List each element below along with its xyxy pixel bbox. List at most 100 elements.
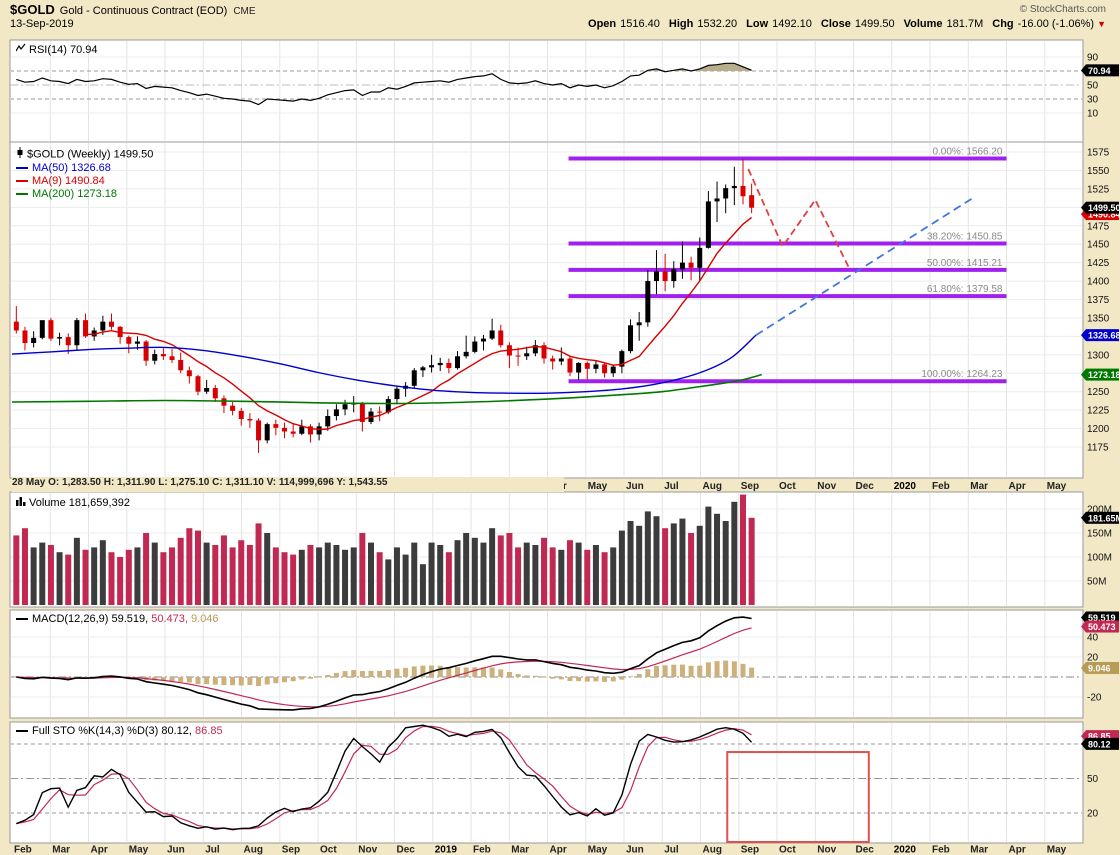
scale-box-label: 1273.18 (1088, 370, 1120, 380)
month-label: Oct (779, 845, 796, 855)
scale-box-notch (1081, 368, 1086, 381)
fib-label: 61.80%: 1379.58 (927, 284, 1003, 295)
chart-date: 13-Sep-2019 (10, 18, 74, 30)
macd-value-2: 50.473, (151, 613, 188, 625)
sto-panel (11, 723, 1082, 842)
low-value: 1492.10 (772, 18, 812, 30)
scale-box (1086, 661, 1119, 674)
macd-line-swatch (16, 618, 28, 621)
volume-label: Volume (903, 18, 943, 30)
open-value: 1516.40 (620, 18, 660, 30)
scale-box-notch (1081, 620, 1086, 633)
price-legend-title-row: $GOLD (Weekly) 1499.50 (16, 147, 153, 162)
month-label: Sep (282, 845, 300, 855)
chg-down-arrow-icon[interactable]: ▼ (1097, 19, 1106, 29)
tick-label: 20 (1087, 653, 1099, 664)
scale-box-label: 80.12 (1088, 739, 1111, 749)
ma9-line-swatch (16, 180, 28, 183)
ma9-legend-row: MA(9) 1490.84 (16, 175, 153, 188)
tick-label: 40 (1087, 633, 1099, 644)
rsi-panel-frame (9, 39, 1084, 143)
macd-value-3: 9.046 (191, 613, 219, 625)
month-label: 2020 (894, 481, 917, 492)
tick-label: 50 (1087, 81, 1099, 92)
tick-label: 100M (1087, 553, 1112, 564)
fib-label: 0.00%: 1566.20 (932, 146, 1002, 157)
rsi-legend-value: 70.94 (69, 43, 98, 56)
month-label: Nov (358, 845, 377, 855)
brand-credit: © StockCharts.com (1019, 4, 1106, 15)
instrument-name: Gold - Continuous Contract (EOD) (59, 5, 228, 17)
month-label: Apr (1009, 481, 1026, 492)
ma50-legend-row: MA(50) 1326.68 (16, 162, 153, 175)
tick-label: 1425 (1087, 258, 1110, 269)
scale-box-label: 181.65M (1088, 513, 1120, 523)
tick-label: -20 (1087, 693, 1102, 704)
month-label: May (1047, 845, 1067, 855)
month-label: Jul (664, 845, 679, 855)
month-label: Mar (970, 845, 988, 855)
tick-label: 1450 (1087, 240, 1110, 251)
month-label: Mar (970, 481, 988, 492)
high-label: High (668, 18, 694, 30)
ma50-value: 1326.68 (71, 162, 111, 174)
macd-panel-frame (9, 609, 1084, 719)
month-label: Oct (320, 845, 337, 855)
volume-legend-label: Volume (29, 496, 66, 509)
scale-box-notch (1081, 737, 1086, 750)
month-label: Jun (626, 481, 644, 492)
close-value: 1499.50 (854, 18, 895, 30)
scale-box-label: 70.94 (1088, 66, 1111, 76)
month-label: 2019 (435, 845, 458, 855)
macd-legend: MACD(12,26,9) 59.519, 50.473, 9.046 (16, 613, 219, 626)
month-label: Feb (14, 845, 32, 855)
sto-legend-label: Full STO %K(14,3) %D(3) (32, 725, 159, 737)
ma200-label: MA(200) (32, 188, 75, 200)
month-label: May (129, 845, 149, 855)
month-label: Feb (932, 845, 950, 855)
header-row-1: $GOLD Gold - Continuous Contract (EOD) CME… (10, 2, 1110, 17)
ma200-value: 1273.18 (77, 188, 118, 200)
month-label: Aug (703, 481, 722, 492)
rsi-legend: RSI(14) 70.94 (15, 43, 98, 57)
fib-label: 100.00%: 1264.23 (921, 369, 1003, 380)
annotation-rect (726, 751, 870, 843)
quote-summary: Open 1516.40 High 1532.20 Low 1492.10 Close 149… (579, 18, 1106, 30)
month-label: Nov (817, 845, 836, 855)
scale-box (1086, 329, 1119, 342)
tick-label: 1350 (1087, 313, 1110, 324)
tick-label: 10 (1087, 109, 1099, 120)
tick-label: 20 (1087, 809, 1099, 820)
tick-label: 1375 (1087, 295, 1110, 306)
macd-panel (11, 611, 1082, 717)
fib-label: 50.00%: 1415.21 (927, 258, 1003, 269)
sto-legend: Full STO %K(14,3) %D(3) 80.12, 86.85 (16, 725, 223, 738)
month-label: May (588, 845, 608, 855)
scale-box-notch (1081, 661, 1086, 674)
month-label: Oct (779, 481, 796, 492)
chg-label: Chg (992, 18, 1014, 30)
price-legend-title: $GOLD (Weekly) (27, 148, 111, 161)
month-label: Feb (473, 845, 491, 855)
month-label: Sep (741, 481, 759, 492)
tick-label: 1525 (1087, 184, 1110, 195)
price-legend: $GOLD (Weekly) 1499.50 MA(50) 1326.68 MA… (16, 147, 153, 201)
volume-legend: Volume 181,659,392 (16, 496, 130, 510)
scale-box-label: 50.473 (1088, 622, 1116, 632)
price-panel: 0.00%: 1566.20 38.20%: 1450.85 50.00%: 141… (11, 143, 1082, 477)
rsi-panel (11, 41, 1082, 141)
tick-label: 1400 (1087, 277, 1110, 288)
month-label: Mar (511, 845, 529, 855)
ma9-label: MA(9) (32, 175, 62, 187)
scale-box-label: 9.046 (1088, 663, 1111, 673)
open-label: Open (588, 18, 617, 30)
scale-box (1086, 368, 1119, 381)
scale-box-label: 1499.50 (1088, 203, 1120, 213)
scale-box-label: 86.85 (1088, 732, 1111, 742)
candlestick-icon (16, 147, 24, 162)
scale-box-notch (1081, 201, 1086, 214)
scale-box-label: 59.519 (1088, 613, 1116, 623)
close-label: Close (820, 18, 851, 30)
